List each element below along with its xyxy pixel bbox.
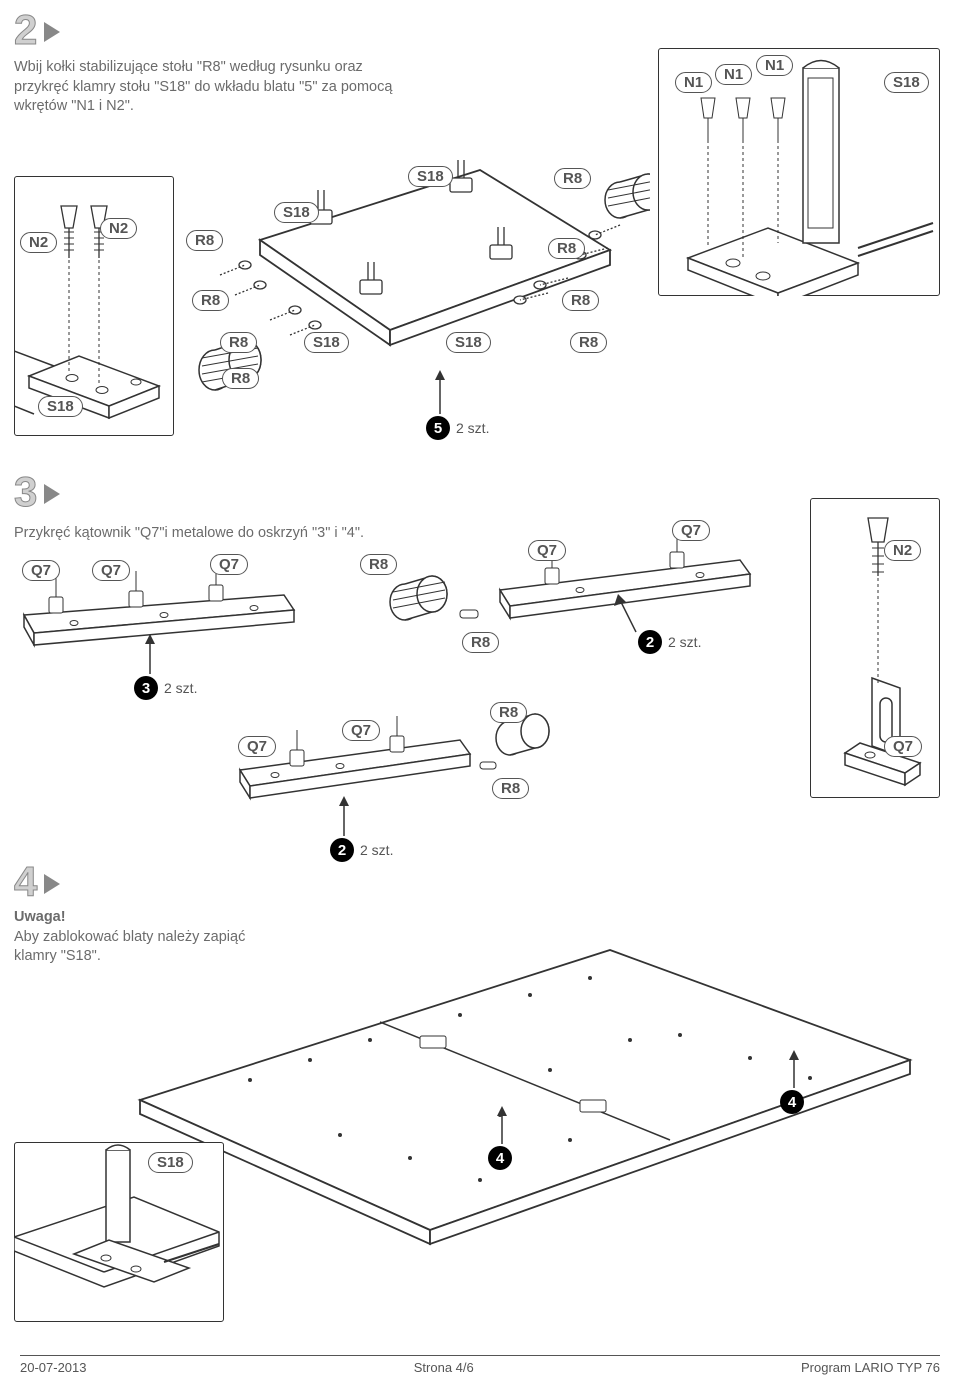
detail-s18-svg xyxy=(14,1142,224,1322)
label-r8-s3d: R8 xyxy=(492,778,529,799)
arrow-4a xyxy=(492,1106,512,1146)
circ-3: 3 xyxy=(134,676,158,700)
label-r8-5: R8 xyxy=(554,168,591,189)
label-q7-b: Q7 xyxy=(92,560,130,581)
label-r8-3: R8 xyxy=(220,332,257,353)
label-n1-a: N1 xyxy=(675,72,712,93)
label-s18-a: S18 xyxy=(274,202,319,223)
label-n1-c: N1 xyxy=(756,55,793,76)
label-r8-4: R8 xyxy=(222,368,259,389)
label-s18-d: S18 xyxy=(446,332,491,353)
step3-rail2 xyxy=(370,530,790,670)
footer-program: Program LARIO TYP 76 xyxy=(801,1360,940,1375)
label-q7-e: Q7 xyxy=(672,520,710,541)
label-s18-b: S18 xyxy=(408,166,453,187)
label-r8-8: R8 xyxy=(570,332,607,353)
label-n1-b: N1 xyxy=(715,64,752,85)
label-r8-2: R8 xyxy=(192,290,229,311)
step4-bold: Uwaga! xyxy=(14,909,66,925)
label-q7-g: Q7 xyxy=(342,720,380,741)
arrow-5 xyxy=(430,370,450,416)
step4-top-svg xyxy=(110,940,930,1250)
qty-3: 2 szt. xyxy=(164,680,197,696)
circ-4a: 4 xyxy=(488,1146,512,1170)
circ-5: 5 xyxy=(426,416,450,440)
label-q7-f: Q7 xyxy=(238,736,276,757)
footer-date: 20-07-2013 xyxy=(20,1360,87,1375)
label-s18-tr: S18 xyxy=(884,72,929,93)
label-q7-d: Q7 xyxy=(528,540,566,561)
label-n2-right: N2 xyxy=(884,540,921,561)
label-r8-6: R8 xyxy=(548,238,585,259)
qty-5: 2 szt. xyxy=(456,420,489,436)
label-r8-1: R8 xyxy=(186,230,223,251)
step3-rail2b xyxy=(220,700,580,840)
qty-2b: 2 szt. xyxy=(360,842,393,858)
label-r8-s3c: R8 xyxy=(490,702,527,723)
label-n2-a: N2 xyxy=(20,232,57,253)
label-q7-c: Q7 xyxy=(210,554,248,575)
footer: 20-07-2013 Strona 4/6 Program LARIO TYP … xyxy=(20,1355,940,1375)
circ-2b: 2 xyxy=(330,838,354,862)
detail-q7-svg xyxy=(810,498,940,798)
qty-2a: 2 szt. xyxy=(668,634,701,650)
detail-n2-svg xyxy=(14,176,174,436)
arrow-3 xyxy=(140,634,160,676)
step2-text: Wbij kołki stabilizujące stołu "R8" wedł… xyxy=(14,58,404,117)
label-s18-bl: S18 xyxy=(148,1152,193,1173)
step2-number: 2 xyxy=(14,6,37,54)
step3-number: 3 xyxy=(14,468,37,516)
label-s18-c: S18 xyxy=(304,332,349,353)
arrow-2b xyxy=(334,796,354,838)
footer-page: Strona 4/6 xyxy=(414,1360,474,1375)
step4-number: 4 xyxy=(14,858,37,906)
label-n2-b: N2 xyxy=(100,218,137,239)
circ-4b: 4 xyxy=(780,1090,804,1114)
label-q7-right: Q7 xyxy=(884,736,922,757)
arrow-4b xyxy=(784,1050,804,1090)
arrow-2a xyxy=(610,594,644,636)
step4-arrow xyxy=(44,874,60,894)
label-r8-7: R8 xyxy=(562,290,599,311)
step2-arrow xyxy=(44,22,60,42)
step3-rail3 xyxy=(14,555,334,675)
label-q7-a: Q7 xyxy=(22,560,60,581)
step3-arrow xyxy=(44,484,60,504)
label-s18-left: S18 xyxy=(38,396,83,417)
label-r8-s3a: R8 xyxy=(360,554,397,575)
label-r8-s3b: R8 xyxy=(462,632,499,653)
